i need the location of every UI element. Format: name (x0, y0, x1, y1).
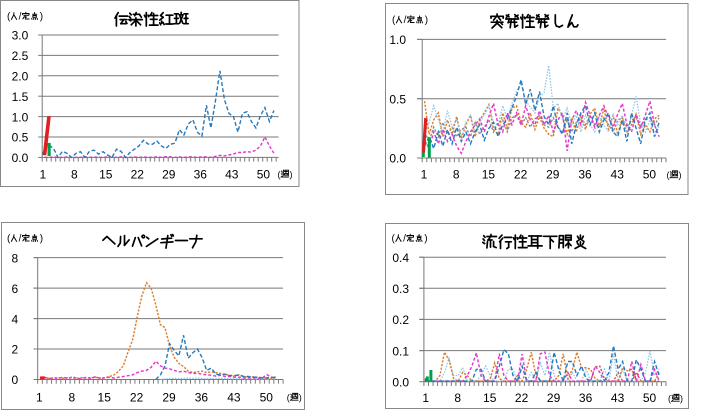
svg-text:1.0: 1.0 (389, 33, 406, 47)
svg-text:36: 36 (194, 168, 208, 182)
svg-text:8: 8 (68, 391, 75, 405)
svg-text:15: 15 (98, 391, 112, 405)
svg-text:3.0: 3.0 (12, 29, 29, 43)
svg-text:(: ( (667, 170, 670, 180)
svg-text:50: 50 (260, 391, 274, 405)
svg-text:0.3: 0.3 (392, 282, 409, 296)
svg-text:22: 22 (130, 391, 144, 405)
svg-text:2.5: 2.5 (12, 49, 29, 63)
svg-text:/: / (19, 11, 22, 22)
svg-text:0.5: 0.5 (12, 131, 29, 145)
svg-text:/: / (404, 15, 407, 26)
svg-text:43: 43 (611, 168, 625, 182)
svg-text:15: 15 (483, 391, 497, 405)
svg-text:36: 36 (578, 168, 592, 182)
svg-text:1: 1 (40, 168, 47, 182)
svg-text:(: ( (287, 393, 290, 403)
svg-text:6: 6 (12, 282, 19, 296)
svg-text:0.4: 0.4 (392, 251, 409, 265)
svg-text:15: 15 (99, 168, 113, 182)
svg-text:1.5: 1.5 (12, 90, 29, 104)
svg-text:15: 15 (482, 168, 496, 182)
svg-text:29: 29 (162, 391, 176, 405)
svg-text:8: 8 (454, 391, 461, 405)
svg-text:36: 36 (579, 391, 593, 405)
svg-text:8: 8 (453, 168, 460, 182)
svg-text:): ) (299, 393, 302, 403)
svg-text:4: 4 (12, 312, 19, 326)
svg-text:): ) (680, 394, 683, 404)
svg-text:0.1: 0.1 (392, 344, 409, 358)
svg-text:50: 50 (643, 391, 657, 405)
svg-text:22: 22 (514, 168, 528, 182)
svg-text:8: 8 (12, 251, 19, 265)
svg-text:1: 1 (422, 391, 429, 405)
svg-text:): ) (40, 233, 43, 244)
svg-text:0.0: 0.0 (12, 151, 29, 165)
svg-text:2.0: 2.0 (12, 70, 29, 84)
svg-text:22: 22 (515, 391, 529, 405)
svg-text:1: 1 (421, 168, 428, 182)
svg-text:): ) (40, 11, 43, 22)
svg-text:): ) (290, 169, 293, 179)
svg-text:0.2: 0.2 (392, 313, 409, 327)
svg-text:8: 8 (71, 168, 78, 182)
svg-text:29: 29 (546, 168, 560, 182)
svg-text:): ) (679, 170, 682, 180)
svg-text:/: / (403, 233, 406, 244)
svg-text:2: 2 (12, 343, 19, 357)
svg-text:0: 0 (12, 373, 19, 387)
svg-text:50: 50 (257, 168, 271, 182)
svg-text:): ) (424, 233, 427, 244)
svg-text:0.5: 0.5 (389, 92, 406, 106)
svg-text:43: 43 (225, 168, 239, 182)
svg-text:(: ( (278, 169, 281, 179)
svg-text:(: ( (668, 394, 671, 404)
svg-text:): ) (425, 15, 428, 26)
svg-text:50: 50 (643, 168, 657, 182)
svg-text:22: 22 (131, 168, 145, 182)
svg-text:29: 29 (547, 391, 561, 405)
svg-text:43: 43 (227, 391, 241, 405)
svg-text:/: / (19, 233, 22, 244)
svg-text:1.0: 1.0 (12, 110, 29, 124)
svg-text:1: 1 (36, 391, 43, 405)
svg-text:0.0: 0.0 (389, 152, 406, 166)
svg-text:29: 29 (162, 168, 176, 182)
svg-text:36: 36 (195, 391, 209, 405)
svg-text:0.0: 0.0 (392, 375, 409, 389)
svg-text:43: 43 (611, 391, 625, 405)
